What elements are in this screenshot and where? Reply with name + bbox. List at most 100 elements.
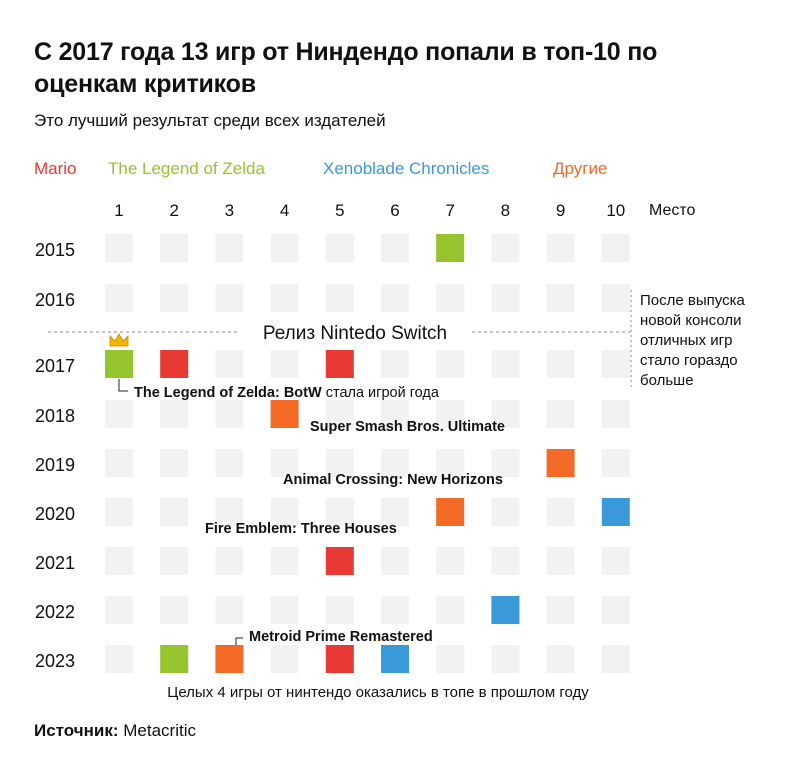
grid-cell-2016-5 bbox=[325, 284, 354, 312]
place-header-8: 8 bbox=[501, 201, 510, 220]
grid-cell-2022-10 bbox=[601, 596, 630, 624]
grid-cell-2022-9 bbox=[546, 596, 575, 624]
grid-cell-2016-9 bbox=[546, 284, 575, 312]
year-label-2022: 2022 bbox=[35, 602, 75, 622]
year-label-2023: 2023 bbox=[35, 651, 75, 671]
grid-cell-2020-3 bbox=[215, 498, 244, 526]
grid-cell-2015-8 bbox=[491, 234, 520, 262]
source-label: Источник: bbox=[34, 721, 119, 740]
legend-item-zelda: The Legend of Zelda bbox=[108, 159, 265, 178]
grid-cell-2023-9 bbox=[546, 645, 575, 673]
year-label-2015: 2015 bbox=[35, 240, 75, 260]
data-cell-2017-1 bbox=[105, 350, 133, 378]
grid-cell-2021-10 bbox=[601, 547, 630, 575]
grid-cell-2023-8 bbox=[491, 645, 520, 673]
grid-cell-2022-6 bbox=[381, 596, 409, 624]
data-cell-2020-7 bbox=[436, 498, 465, 526]
annotation-2018-4: Super Smash Bros. Ultimate bbox=[310, 419, 505, 435]
chart-subtitle: Это лучший результат среди всех издателе… bbox=[34, 111, 386, 130]
grid-cell-2020-2 bbox=[160, 498, 189, 526]
grid-cell-2020-9 bbox=[546, 498, 575, 526]
data-cell-2017-2 bbox=[160, 350, 189, 378]
crown-icon bbox=[109, 333, 129, 347]
grid-cell-2018-1 bbox=[105, 400, 133, 428]
place-header-1: 1 bbox=[114, 201, 123, 220]
grid-cell-2015-6 bbox=[381, 234, 409, 262]
grid-cell-2021-9 bbox=[546, 547, 575, 575]
bottom-note: Целых 4 игры от нинтендо оказались в топ… bbox=[167, 684, 589, 701]
grid-cell-2021-8 bbox=[491, 547, 520, 575]
grid-cell-2019-1 bbox=[105, 449, 133, 477]
grid-cell-2019-7 bbox=[436, 449, 465, 477]
grid-cell-2023-7 bbox=[436, 645, 465, 673]
grid-cell-2020-5 bbox=[325, 498, 354, 526]
grid-cell-2017-7 bbox=[436, 350, 465, 378]
grid-cell-2018-6 bbox=[381, 400, 409, 428]
grid-cell-2019-4 bbox=[270, 449, 299, 477]
grid-cell-2017-4 bbox=[270, 350, 299, 378]
grid-cell-2016-10 bbox=[601, 284, 630, 312]
chart-title: С 2017 года 13 игр от Ниндендо попали в … bbox=[34, 38, 658, 98]
annotation-2020-7: Fire Emblem: Three Houses bbox=[205, 521, 397, 537]
grid-cell-2017-9 bbox=[546, 350, 575, 378]
grid-cell-2016-1 bbox=[105, 284, 133, 312]
grid-cell-2019-5 bbox=[325, 449, 354, 477]
place-header-5: 5 bbox=[335, 201, 344, 220]
grid-cell-2022-3 bbox=[215, 596, 244, 624]
grid-cell-2018-8 bbox=[491, 400, 520, 428]
year-label-2020: 2020 bbox=[35, 504, 75, 524]
place-header-2: 2 bbox=[169, 201, 178, 220]
grid-cell-2016-2 bbox=[160, 284, 189, 312]
grid-cell-2017-3 bbox=[215, 350, 244, 378]
grid-cell-2020-6 bbox=[381, 498, 409, 526]
place-header-10: 10 bbox=[606, 201, 625, 220]
grid-cell-2016-7 bbox=[436, 284, 465, 312]
grid-cell-2015-5 bbox=[325, 234, 354, 262]
divider-label: Релиз Nintedo Switch bbox=[263, 323, 447, 344]
grid-cell-2017-6 bbox=[381, 350, 409, 378]
data-cell-2019-9 bbox=[546, 449, 575, 477]
annotation-2017-1: The Legend of Zelda: BotW стала игрой го… bbox=[134, 385, 440, 401]
grid-cell-2015-10 bbox=[601, 234, 630, 262]
data-cell-2015-7 bbox=[436, 234, 465, 262]
place-header-7: 7 bbox=[445, 201, 454, 220]
grid-cell-2022-4 bbox=[270, 596, 299, 624]
grid-cell-2021-7 bbox=[436, 547, 465, 575]
grid-cell-2022-7 bbox=[436, 596, 465, 624]
legend-item-xenoblade: Xenoblade Chronicles bbox=[323, 159, 490, 178]
grid-cell-2018-3 bbox=[215, 400, 244, 428]
grid-cell-2023-4 bbox=[270, 645, 299, 673]
year-label-2018: 2018 bbox=[35, 406, 75, 426]
grid-cell-2019-10 bbox=[601, 449, 630, 477]
grid-cell-2016-4 bbox=[270, 284, 299, 312]
data-cell-2023-5 bbox=[325, 645, 354, 673]
place-header-6: 6 bbox=[390, 201, 399, 220]
place-header-4: 4 bbox=[280, 201, 289, 220]
source-line: Источник: Metacritic bbox=[34, 720, 196, 742]
grid-cell-2023-10 bbox=[601, 645, 630, 673]
grid-cell-2016-8 bbox=[491, 284, 520, 312]
annotation-2023-3: Metroid Prime Remastered bbox=[249, 629, 433, 645]
data-cell-2022-8 bbox=[491, 596, 520, 624]
grid-cell-2019-6 bbox=[381, 449, 409, 477]
grid-cell-2020-8 bbox=[491, 498, 520, 526]
data-cell-2023-6 bbox=[381, 645, 409, 673]
data-cell-2020-10 bbox=[601, 498, 630, 526]
data-cell-2018-4 bbox=[270, 400, 299, 428]
grid-cell-2019-8 bbox=[491, 449, 520, 477]
grid-cell-2021-2 bbox=[160, 547, 189, 575]
grid-cell-2018-2 bbox=[160, 400, 189, 428]
legend-item-other: Другие bbox=[553, 159, 608, 178]
grid-cell-2015-2 bbox=[160, 234, 189, 262]
year-label-2016: 2016 bbox=[35, 290, 75, 310]
year-label-2019: 2019 bbox=[35, 455, 75, 475]
grid-cell-2019-3 bbox=[215, 449, 244, 477]
grid-cell-2021-4 bbox=[270, 547, 299, 575]
year-label-2017: 2017 bbox=[35, 356, 75, 376]
grid-cell-2015-3 bbox=[215, 234, 244, 262]
grid-cell-2022-5 bbox=[325, 596, 354, 624]
data-cell-2017-5 bbox=[325, 350, 354, 378]
grid-cell-2022-1 bbox=[105, 596, 133, 624]
grid-cell-2021-3 bbox=[215, 547, 244, 575]
